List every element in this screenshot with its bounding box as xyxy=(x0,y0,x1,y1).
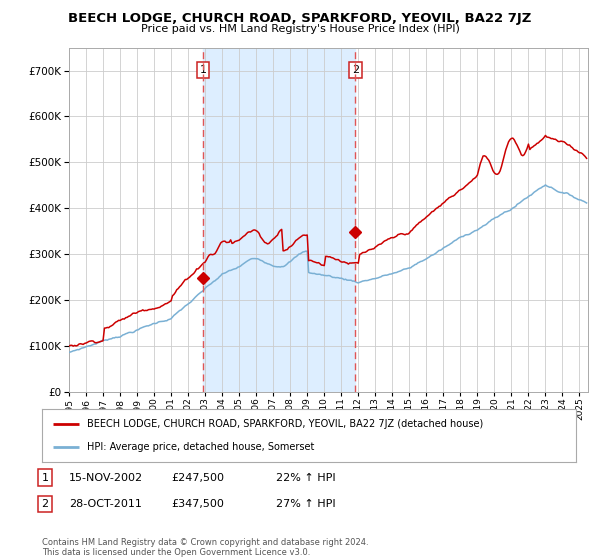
Text: 2: 2 xyxy=(352,65,359,75)
Text: 1: 1 xyxy=(41,473,49,483)
Text: Price paid vs. HM Land Registry's House Price Index (HPI): Price paid vs. HM Land Registry's House … xyxy=(140,24,460,34)
Bar xyxy=(203,48,355,392)
Text: 22% ↑ HPI: 22% ↑ HPI xyxy=(276,473,335,483)
Text: 1: 1 xyxy=(200,65,206,75)
Text: £247,500: £247,500 xyxy=(171,473,224,483)
Text: £347,500: £347,500 xyxy=(171,499,224,509)
Text: 2: 2 xyxy=(41,499,49,509)
Text: BEECH LODGE, CHURCH ROAD, SPARKFORD, YEOVIL, BA22 7JZ (detached house): BEECH LODGE, CHURCH ROAD, SPARKFORD, YEO… xyxy=(88,419,484,429)
Text: BEECH LODGE, CHURCH ROAD, SPARKFORD, YEOVIL, BA22 7JZ: BEECH LODGE, CHURCH ROAD, SPARKFORD, YEO… xyxy=(68,12,532,25)
Text: HPI: Average price, detached house, Somerset: HPI: Average price, detached house, Some… xyxy=(88,442,315,452)
Text: Contains HM Land Registry data © Crown copyright and database right 2024.
This d: Contains HM Land Registry data © Crown c… xyxy=(42,538,368,557)
Text: 27% ↑ HPI: 27% ↑ HPI xyxy=(276,499,335,509)
Text: 28-OCT-2011: 28-OCT-2011 xyxy=(69,499,142,509)
Text: 15-NOV-2002: 15-NOV-2002 xyxy=(69,473,143,483)
